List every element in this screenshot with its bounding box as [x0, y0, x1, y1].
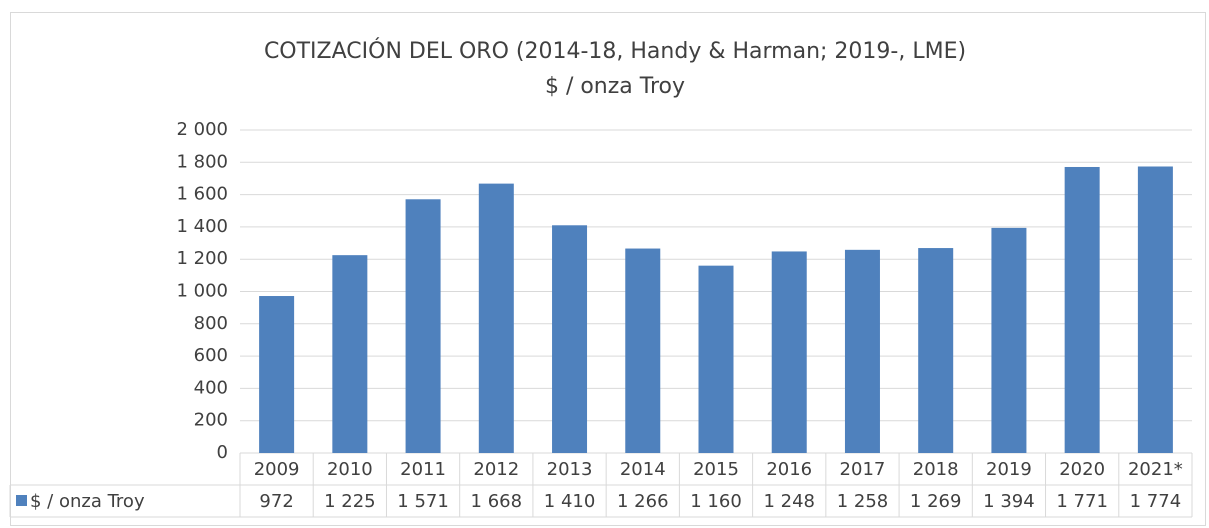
bar [1064, 166, 1100, 453]
y-tick-label: 2 000 [176, 119, 228, 140]
bar [259, 296, 295, 453]
table-value: 1 771 [1056, 491, 1108, 512]
x-tick-label: 2014 [620, 459, 666, 480]
x-tick-label: 2018 [913, 459, 959, 480]
table-value: 1 258 [837, 491, 889, 512]
x-tick-label: 2009 [254, 459, 300, 480]
bar [405, 199, 441, 453]
x-tick-label: 2020 [1059, 459, 1105, 480]
table-value: 1 571 [397, 491, 449, 512]
y-tick-label: 1 800 [176, 151, 228, 172]
y-tick-label: 1 200 [176, 248, 228, 269]
y-tick-label: 800 [194, 313, 228, 334]
y-tick-label: 1 400 [176, 216, 228, 237]
x-tick-label: 2016 [766, 459, 812, 480]
bar [771, 251, 807, 453]
bar [918, 248, 954, 453]
bar [478, 183, 514, 454]
bar [991, 227, 1027, 453]
x-tick-label: 2012 [473, 459, 519, 480]
table-value: 1 225 [324, 491, 376, 512]
bar [332, 255, 368, 453]
x-tick-label: 2019 [986, 459, 1032, 480]
table-value: 972 [259, 491, 293, 512]
chart-border [10, 12, 1206, 526]
bar [552, 225, 588, 453]
y-tick-label: 0 [217, 442, 228, 463]
x-tick-label: 2013 [547, 459, 593, 480]
table-value: 1 410 [544, 491, 596, 512]
x-tick-label: 2017 [840, 459, 886, 480]
table-value: 1 394 [983, 491, 1035, 512]
y-tick-label: 400 [194, 377, 228, 398]
chart-title: COTIZACIÓN DEL ORO (2014-18, Handy & Har… [264, 38, 966, 64]
bar [1137, 166, 1173, 453]
y-tick-label: 200 [194, 410, 228, 431]
x-tick-label: 2010 [327, 459, 373, 480]
y-tick-label: 1 600 [176, 184, 228, 205]
legend-label: $ / onza Troy [30, 491, 145, 512]
table-value: 1 248 [763, 491, 815, 512]
table-value: 1 774 [1130, 491, 1182, 512]
bar [698, 265, 734, 453]
x-tick-label: 2021* [1128, 459, 1183, 480]
bar [625, 248, 661, 453]
table-value: 1 668 [471, 491, 523, 512]
y-tick-label: 1 000 [176, 281, 228, 302]
y-tick-label: 600 [194, 345, 228, 366]
table-value: 1 160 [690, 491, 742, 512]
bar [844, 249, 880, 453]
table-value: 1 269 [910, 491, 962, 512]
table-value: 1 266 [617, 491, 669, 512]
x-tick-label: 2015 [693, 459, 739, 480]
x-tick-label: 2011 [400, 459, 446, 480]
chart-subtitle: $ / onza Troy [545, 74, 685, 99]
legend-key [16, 495, 27, 506]
